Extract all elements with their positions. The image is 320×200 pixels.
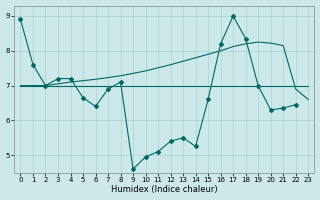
X-axis label: Humidex (Indice chaleur): Humidex (Indice chaleur) bbox=[111, 185, 218, 194]
